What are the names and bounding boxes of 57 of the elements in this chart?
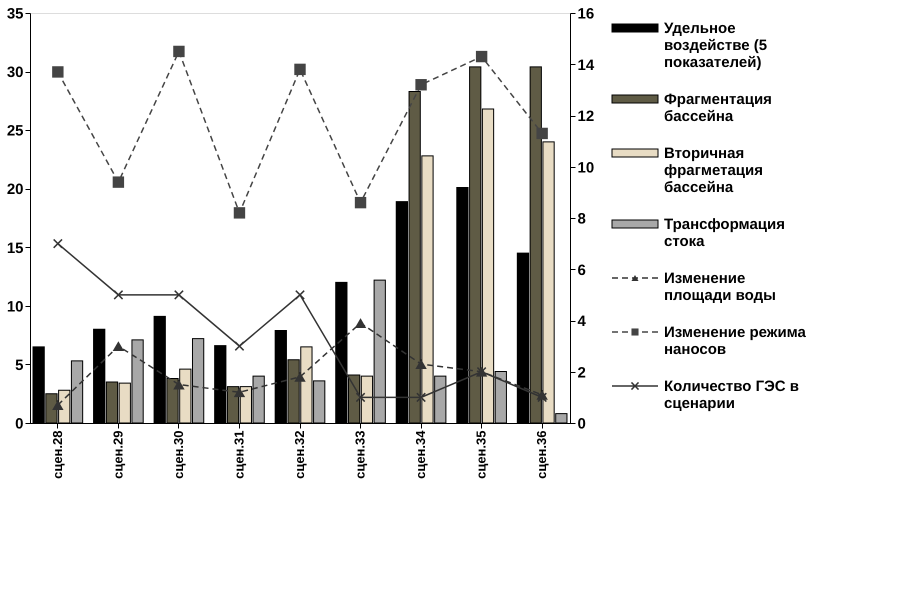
y-tick-label: 35 <box>6 6 24 22</box>
x-tick-label: сцен.32 <box>292 430 307 479</box>
x-tick-label: сцен.36 <box>534 430 550 479</box>
legend-label: Изменение площади воды <box>664 270 776 304</box>
point <box>415 79 427 90</box>
point <box>354 196 366 208</box>
x-tick-label: сцен.33 <box>352 430 368 479</box>
point <box>416 392 426 402</box>
legend-label: Изменение режима наносов <box>664 324 807 358</box>
point <box>536 128 548 140</box>
point <box>354 318 366 328</box>
point <box>415 359 427 369</box>
point <box>294 64 306 76</box>
point <box>173 380 185 390</box>
y2-tick-label: 12 <box>578 108 594 125</box>
y-tick-label: 10 <box>6 298 24 316</box>
point <box>174 290 184 300</box>
point <box>476 50 488 62</box>
y2-tick-label: 16 <box>578 6 594 22</box>
x-tick-label: сцен.30 <box>170 430 186 479</box>
y2-tick-label: 14 <box>578 56 595 74</box>
x-tick-label: сцен.31 <box>231 430 246 479</box>
x-tick-label: сцен.28 <box>50 430 65 479</box>
y2-tick-label: 6 <box>578 262 586 279</box>
y-tick-label: 25 <box>6 122 24 140</box>
point <box>52 66 64 78</box>
y2-tick-label: 8 <box>578 210 586 228</box>
y2-tick-label: 0 <box>578 416 586 432</box>
point <box>52 400 64 410</box>
legend-label: Вторичная фрагметация бассейна <box>664 145 764 196</box>
point <box>537 392 548 402</box>
point <box>173 46 185 58</box>
y-tick-label: 30 <box>6 64 24 82</box>
y-tick-label: 15 <box>6 240 24 257</box>
point <box>112 341 124 352</box>
y-tick-label: 0 <box>15 416 24 432</box>
point <box>234 207 246 219</box>
point <box>234 341 244 352</box>
point <box>52 238 63 249</box>
y-tick-label: 20 <box>6 181 24 198</box>
legend-label: Трансформация стока <box>664 216 785 250</box>
legend-label: Фрагментация бассейна <box>664 91 772 125</box>
point <box>294 372 306 382</box>
y2-tick-label: 4 <box>578 313 586 330</box>
x-tick-label: сцен.34 <box>413 430 428 479</box>
legend-label: Удельное воздействе (5 показателей) <box>664 20 768 71</box>
point <box>356 392 366 402</box>
x-tick-label: сцен.35 <box>474 430 489 479</box>
x-tick-label: сцен.29 <box>110 430 126 479</box>
point <box>112 176 124 188</box>
point <box>234 387 246 398</box>
y-tick-label: 5 <box>15 356 24 374</box>
y2-tick-label: 2 <box>578 364 586 382</box>
point <box>295 290 305 300</box>
legend-label: Количество ГЭС в сценарии <box>664 378 799 412</box>
point <box>113 290 124 300</box>
y2-tick-label: 10 <box>578 159 594 176</box>
